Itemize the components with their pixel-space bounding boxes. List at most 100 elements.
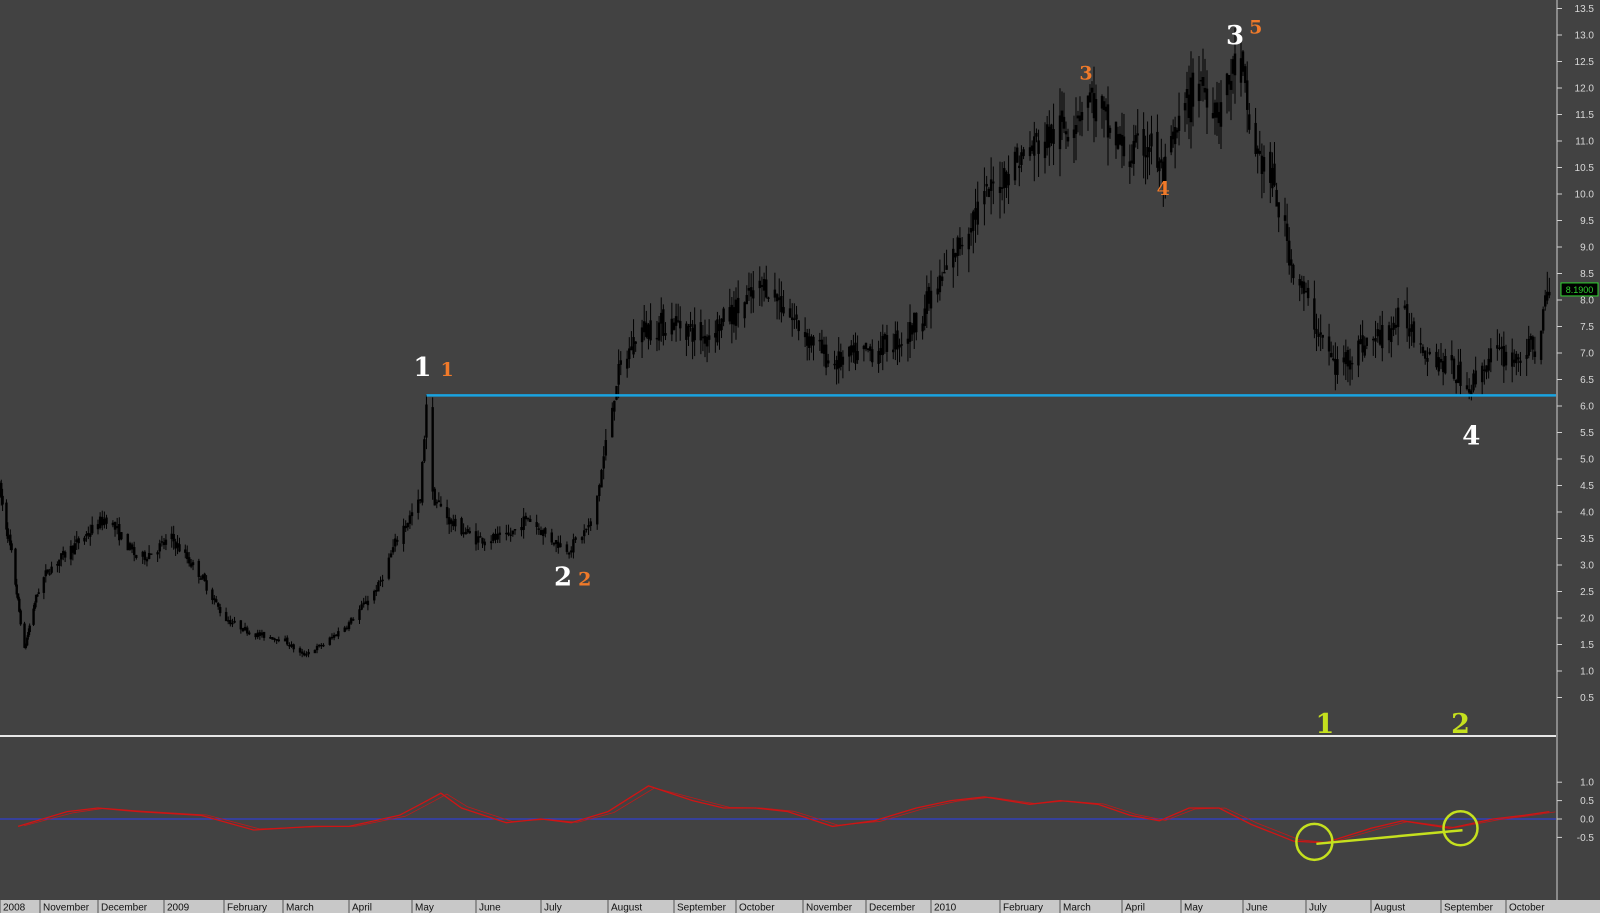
candle — [1050, 123, 1053, 147]
candle — [969, 213, 973, 246]
y-tick-label: 8.0 — [1580, 296, 1594, 307]
candle — [619, 351, 622, 376]
candle — [435, 499, 438, 509]
candle — [938, 259, 942, 301]
candle — [1227, 74, 1231, 112]
candle — [1525, 338, 1528, 376]
candle — [406, 522, 409, 531]
candle — [923, 294, 926, 331]
candle — [1527, 325, 1530, 359]
candle — [992, 166, 995, 205]
candle — [410, 503, 414, 526]
candle — [1452, 356, 1456, 381]
divergence-label: 2 — [1451, 709, 1470, 740]
candle — [602, 446, 605, 480]
y-tick-label: 2.5 — [1580, 587, 1594, 598]
candle — [431, 397, 434, 500]
wave-label: 3 — [1079, 62, 1092, 84]
candle — [1350, 356, 1354, 380]
candle — [736, 280, 740, 328]
candle — [989, 157, 993, 215]
candle — [1428, 348, 1431, 356]
candle — [613, 400, 616, 421]
candle — [954, 252, 957, 262]
wave-label: 4 — [1157, 178, 1170, 200]
candle — [693, 307, 696, 357]
candle — [381, 574, 384, 588]
candle — [1080, 101, 1084, 137]
candle — [389, 550, 393, 558]
candle — [1108, 125, 1112, 139]
candle — [915, 312, 918, 341]
candle — [1177, 92, 1181, 146]
candle — [1544, 289, 1547, 311]
candle — [615, 385, 618, 401]
candle — [522, 507, 525, 539]
candle — [537, 523, 541, 535]
candle — [885, 324, 889, 362]
candle — [6, 522, 9, 543]
candle — [145, 556, 149, 567]
candle — [1102, 96, 1106, 138]
candle — [113, 521, 117, 537]
candle — [1321, 334, 1324, 349]
wave-label: 2 — [578, 568, 591, 590]
candle — [394, 533, 397, 552]
candle — [24, 643, 28, 650]
candle — [126, 533, 130, 551]
candle — [985, 175, 988, 197]
candle — [1158, 157, 1161, 191]
candle — [343, 625, 346, 633]
candle — [1327, 323, 1331, 366]
candle — [1060, 91, 1064, 141]
candle — [322, 643, 325, 648]
x-tick-label: March — [1063, 903, 1091, 913]
candle — [186, 545, 189, 564]
candle — [892, 333, 895, 360]
x-tick-label: September — [677, 903, 727, 913]
candle — [1058, 88, 1062, 177]
candle — [489, 535, 493, 550]
osc-y-tick-label: 0.0 — [1580, 815, 1594, 826]
candle — [773, 272, 777, 302]
x-tick-label: September — [1444, 903, 1494, 913]
candle — [662, 304, 665, 346]
candle — [1215, 81, 1219, 136]
x-tick-label: June — [479, 903, 501, 913]
x-tick-label: April — [352, 903, 372, 913]
candle — [565, 541, 569, 555]
y-tick-label: 13.0 — [1575, 31, 1595, 42]
candle — [1548, 277, 1551, 299]
candle — [44, 564, 47, 583]
candle — [1066, 128, 1070, 147]
candle — [1365, 337, 1369, 350]
candle — [366, 595, 370, 611]
candle — [722, 306, 725, 327]
candle — [1028, 131, 1032, 161]
candle — [1435, 343, 1438, 370]
candle — [611, 402, 614, 438]
y-tick-label: 11.0 — [1575, 137, 1594, 148]
candle — [36, 593, 39, 597]
candle — [483, 538, 486, 551]
candle — [433, 486, 436, 506]
candle — [689, 311, 692, 332]
candle — [720, 318, 723, 339]
candle — [19, 608, 22, 626]
candle — [1376, 322, 1379, 343]
candle — [707, 319, 711, 353]
osc-y-tick-label: -0.5 — [1577, 833, 1595, 844]
y-tick-label: 4.0 — [1580, 508, 1594, 519]
oscillator-pane — [0, 785, 1556, 862]
candle — [216, 602, 220, 610]
candle — [229, 615, 232, 627]
candle — [496, 526, 499, 544]
candle — [215, 595, 218, 603]
candle — [900, 332, 903, 357]
candle — [178, 537, 181, 553]
candle — [664, 322, 667, 341]
candle — [1285, 203, 1289, 263]
y-tick-label: 9.0 — [1580, 243, 1594, 254]
wave-label: 5 — [1249, 17, 1262, 39]
candle — [580, 536, 584, 544]
